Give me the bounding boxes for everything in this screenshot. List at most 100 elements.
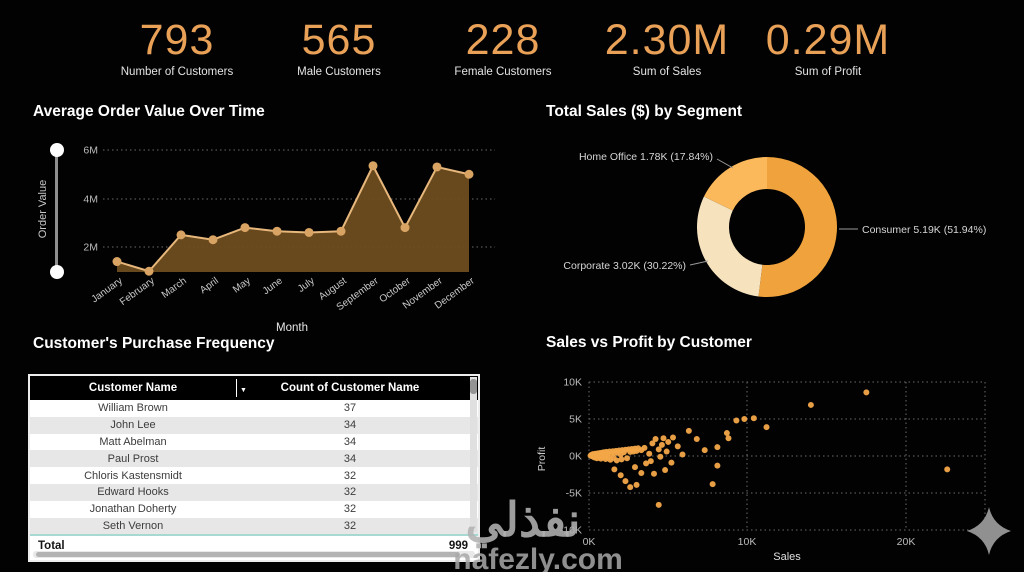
cell-count: 32 (343, 486, 357, 499)
table-row[interactable]: William Brown 37 (30, 400, 478, 417)
scatter-point[interactable] (725, 435, 732, 442)
column-header-count[interactable]: Count of Customer Name (280, 382, 420, 394)
scatter-point[interactable] (685, 427, 692, 434)
donut-slice-home-office[interactable] (703, 157, 767, 211)
scatter-point[interactable] (643, 460, 650, 467)
vertical-scrollbar-thumb[interactable] (470, 379, 477, 394)
scatter-point[interactable] (613, 457, 620, 464)
data-point-october[interactable] (400, 223, 410, 233)
scatter-point[interactable] (646, 450, 653, 457)
scatter-point[interactable] (638, 470, 645, 477)
scatter-point[interactable] (663, 448, 670, 455)
scatter-point[interactable] (693, 435, 700, 442)
data-point-june[interactable] (272, 226, 282, 236)
svg-text:April: April (198, 276, 221, 297)
table-title: Customer's Purchase Frequency (33, 335, 275, 352)
data-point-february[interactable] (144, 266, 154, 276)
scatter-point[interactable] (763, 424, 770, 431)
scatter-point[interactable] (655, 501, 662, 508)
data-point-march[interactable] (176, 230, 186, 240)
scatter-point[interactable] (670, 434, 677, 441)
scatter-point[interactable] (714, 462, 721, 469)
scatter-point[interactable] (733, 417, 740, 424)
data-point-august[interactable] (336, 226, 346, 236)
data-point-july[interactable] (304, 227, 314, 237)
table-header[interactable]: Customer Name Count of Customer Name ▼ (30, 376, 478, 400)
scatter-point[interactable] (617, 472, 624, 479)
data-point-november[interactable] (432, 162, 442, 172)
range-slider-handle-bottom[interactable] (50, 265, 64, 279)
scatter-point[interactable] (641, 444, 648, 451)
area-fill (117, 165, 469, 272)
scatter-point[interactable] (658, 441, 665, 448)
kpi-sum-of-profit: 0.29M Sum of Profit (733, 17, 923, 78)
cell-customer-name: Seth Vernon (102, 519, 164, 532)
kpi-female-customers: 228 Female Customers (408, 17, 598, 79)
scatter-point[interactable] (723, 430, 730, 437)
svg-text:July: July (296, 276, 317, 295)
scatter-point[interactable] (633, 481, 640, 488)
table-row[interactable]: Matt Abelman 34 (30, 434, 478, 451)
cell-customer-name: Edward Hooks (97, 486, 169, 499)
scatter-point[interactable] (665, 438, 672, 445)
donut-slice-corporate[interactable] (697, 196, 763, 297)
scatter-point[interactable] (674, 443, 681, 450)
scatter-point[interactable] (627, 484, 634, 491)
scatter-point[interactable] (649, 440, 656, 447)
table-row[interactable]: John Lee 34 (30, 416, 478, 434)
scatter-point[interactable] (624, 455, 631, 462)
watermark-arabic: نفذلي (465, 493, 581, 546)
scatter-point[interactable] (652, 435, 659, 442)
scatter-point[interactable] (662, 467, 669, 474)
kpi-number-of-customers: 793 Number of Customers (82, 16, 272, 78)
scatter-point[interactable] (741, 416, 748, 422)
sales-by-segment-donut[interactable]: Consumer 5.19K (51.94%) Corporate 3.02K (… (545, 128, 1019, 318)
kpi-label: Female Customers (454, 66, 552, 79)
data-point-september[interactable] (368, 161, 378, 171)
horizontal-scrollbar[interactable] (33, 551, 475, 558)
vertical-scrollbar[interactable] (470, 377, 477, 532)
scatter-point[interactable] (660, 435, 667, 442)
range-slider-track[interactable] (55, 150, 58, 271)
scatter-point[interactable] (657, 453, 664, 460)
cell-customer-name: Paul Prost (107, 452, 159, 465)
scatter-point[interactable] (647, 458, 654, 465)
scatter-point[interactable] (631, 464, 638, 471)
range-slider-handle-top[interactable] (50, 143, 64, 157)
scatter-point[interactable] (944, 466, 951, 473)
scatter-point[interactable] (750, 415, 757, 422)
line-chart-title: Average Order Value Over Time (33, 103, 265, 120)
table-row[interactable]: Chloris Kastensmidt 32 (30, 467, 478, 484)
kpi-male-customers: 565 Male Customers (244, 16, 434, 78)
data-point-january[interactable] (112, 257, 122, 267)
scatter-point[interactable] (650, 470, 657, 477)
scatter-point[interactable] (611, 466, 618, 473)
scatter-point[interactable] (709, 481, 716, 488)
table-row[interactable]: Jonathan Doherty 32 (30, 501, 478, 518)
scatter-point[interactable] (655, 446, 662, 453)
kpi-value: 793 (139, 16, 215, 64)
svg-text:10K: 10K (738, 536, 757, 548)
scatter-point[interactable] (807, 401, 814, 408)
data-point-december[interactable] (464, 169, 474, 179)
data-point-april[interactable] (208, 235, 218, 245)
scatter-point[interactable] (863, 389, 870, 396)
table-row[interactable]: Seth Vernon 32 (30, 517, 478, 535)
kpi-value: 565 (301, 16, 377, 64)
scatter-point[interactable] (701, 447, 708, 454)
scatter-point[interactable] (668, 459, 675, 466)
horizontal-scrollbar-thumb[interactable] (36, 552, 461, 557)
table-row[interactable]: Paul Prost 34 (30, 450, 478, 468)
table-row[interactable]: Edward Hooks 32 (30, 483, 478, 501)
scatter-point[interactable] (622, 478, 629, 485)
donut-slice-consumer[interactable] (758, 157, 837, 297)
data-point-may[interactable] (240, 223, 250, 233)
svg-text:-5K: -5K (566, 488, 582, 500)
scatter-point[interactable] (679, 451, 686, 458)
sort-descending-icon[interactable]: ▼ (240, 387, 247, 394)
column-header-customer-name[interactable]: Customer Name (88, 382, 178, 394)
scatter-point[interactable] (618, 456, 625, 463)
scatter-point[interactable] (714, 444, 721, 451)
